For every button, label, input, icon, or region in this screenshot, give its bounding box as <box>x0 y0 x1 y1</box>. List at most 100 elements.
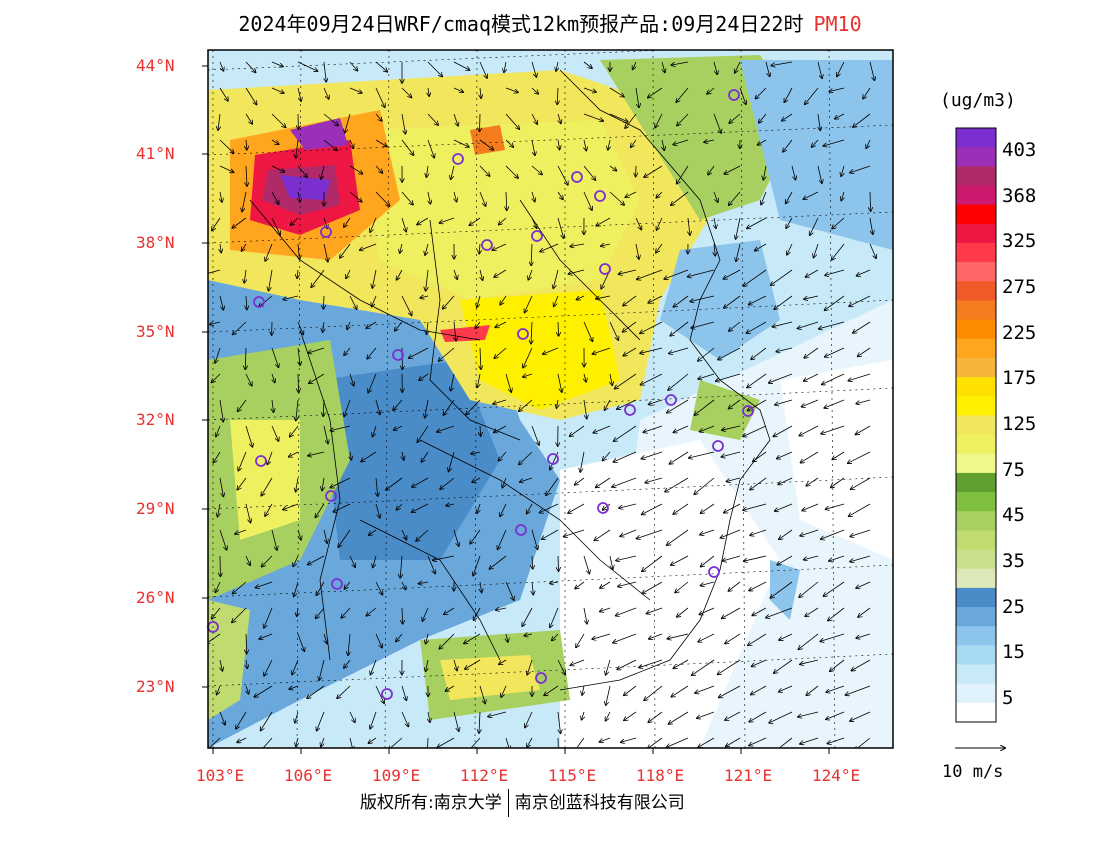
wind-arrow <box>474 607 481 620</box>
wind-arrow <box>869 61 875 80</box>
wind-arrow <box>291 217 299 225</box>
wind-arrow <box>237 477 247 490</box>
wind-arrow <box>825 295 845 310</box>
wind-arrow <box>800 659 819 664</box>
wind-arrow <box>582 685 584 695</box>
colorbar-label: 5 <box>1002 687 1014 710</box>
wind-arrow <box>505 113 519 129</box>
wind-arrow <box>439 347 455 361</box>
wind-arrow <box>235 529 247 534</box>
wind-arrow <box>665 477 689 492</box>
wind-arrow <box>804 373 819 381</box>
wind-arrow <box>802 503 819 511</box>
wind-arrow <box>401 87 412 98</box>
wind-arrow <box>246 165 247 186</box>
wind-arrow <box>236 711 247 729</box>
wind-arrow <box>367 347 377 359</box>
wind-arrow <box>488 711 507 717</box>
wind-arrow <box>576 737 585 748</box>
wind-arrow <box>297 165 307 177</box>
wind-arrow <box>472 477 481 482</box>
wind-arrow <box>557 165 568 185</box>
wind-arrow <box>480 425 481 436</box>
wind-arrow <box>779 685 793 692</box>
wind-arrow <box>344 217 351 227</box>
wind-arrow <box>824 399 845 408</box>
wind-arrow <box>493 399 507 404</box>
wind-arrow <box>264 607 273 628</box>
wind-arrow <box>751 685 767 695</box>
colorbar-label: 175 <box>1002 367 1037 390</box>
wind-arrow <box>848 373 871 381</box>
wind-arrow <box>751 347 767 359</box>
wind-arrow <box>722 425 741 430</box>
wind-arrow <box>401 529 407 540</box>
wind-arrow <box>323 529 327 543</box>
colorbar-label: 125 <box>1002 413 1037 435</box>
wind-arrow <box>409 347 429 358</box>
wind-arrow <box>787 243 793 255</box>
wind-arrow <box>637 529 663 539</box>
wind-arrow <box>347 321 350 329</box>
wind-arrow <box>641 373 663 385</box>
colorbar-swatch <box>956 683 996 704</box>
wind-arrow <box>644 165 663 177</box>
wind-arrow <box>316 581 325 595</box>
wind-arrow <box>771 61 793 66</box>
wind-arrow <box>395 321 403 331</box>
wind-arrow <box>232 607 247 622</box>
wind-arrow <box>271 113 286 127</box>
wind-arrow <box>323 113 338 126</box>
wind-arrow <box>527 737 533 747</box>
wind-arrow <box>625 191 637 197</box>
wind-arrow <box>722 607 741 618</box>
wind-arrow <box>412 503 429 512</box>
wind-arrow <box>570 425 585 436</box>
colorbar-label: 35 <box>1002 550 1025 573</box>
wind-arrow <box>863 87 871 99</box>
wind-arrow <box>237 737 247 742</box>
wind-arrow <box>439 633 455 649</box>
wind-arrow <box>736 217 741 239</box>
wind-arrow <box>806 477 819 486</box>
wind-arrow <box>819 321 845 329</box>
wind-arrow <box>216 425 221 437</box>
wind-arrow <box>763 165 766 180</box>
wind-arrow <box>531 425 539 445</box>
wind-arrow <box>245 503 251 523</box>
wind-arrow <box>375 87 385 107</box>
wind-arrow <box>644 685 663 700</box>
wind-arrow <box>419 582 429 584</box>
wind-arrow <box>750 477 767 490</box>
wind-arrow <box>500 295 507 305</box>
wind-arrow <box>271 425 279 441</box>
wind-arrow <box>791 165 796 180</box>
wind-arrow <box>832 451 845 460</box>
wind-arrow <box>256 581 273 588</box>
wind-arrow <box>667 633 689 639</box>
wind-vectors <box>208 61 876 748</box>
wind-arrow <box>297 269 298 278</box>
wind-arrow <box>344 581 351 589</box>
colorbar-label: 325 <box>1002 230 1037 253</box>
wind-arrow <box>641 451 663 459</box>
wind-arrow <box>219 165 234 172</box>
wind-arrow <box>245 113 252 124</box>
wind-arrow <box>261 711 273 731</box>
wind-arrow <box>575 477 585 485</box>
wind-arrow <box>245 347 246 369</box>
wind-arrow <box>289 686 299 689</box>
wind-arrow <box>220 659 222 671</box>
wind-arrow <box>375 399 380 414</box>
wind-arrow <box>453 711 459 731</box>
wind-arrow <box>736 243 741 261</box>
wind-arrow <box>784 87 793 102</box>
wind-arrow <box>401 295 412 315</box>
wind-arrow <box>802 399 819 407</box>
wind-arrow <box>835 113 845 119</box>
wind-arrow <box>726 737 741 747</box>
wind-arrow <box>446 685 455 691</box>
wind-arrow <box>500 503 507 516</box>
wind-arrow <box>393 399 403 410</box>
unit-label: (ug/m3) <box>940 90 1016 111</box>
